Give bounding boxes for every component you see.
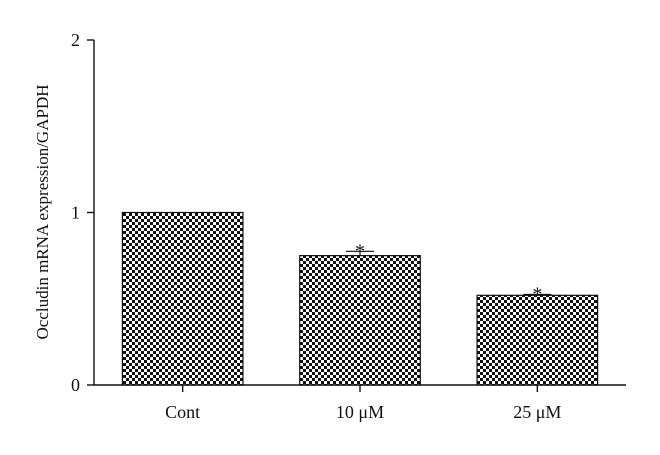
bar-3 [476,294,599,386]
y-axis-ticks: 0 1 2 [71,30,94,395]
x-category-label: 25 μM [513,402,561,422]
bar-1 [121,211,244,386]
bars: ** [121,211,599,386]
y-tick-label: 2 [71,30,80,50]
x-category-label: Cont [165,402,200,422]
x-category-label: 10 μM [336,402,384,422]
x-axis-labels: Cont 10 μM 25 μM [165,385,561,422]
y-axis-title: Occludin mRNA expression/GAPDH [33,85,52,340]
y-tick-label: 0 [71,375,80,395]
significance-marker-2: * [355,240,365,262]
bar-2 [299,255,421,386]
significance-marker-3: * [532,283,542,305]
y-tick-label: 1 [71,203,80,223]
